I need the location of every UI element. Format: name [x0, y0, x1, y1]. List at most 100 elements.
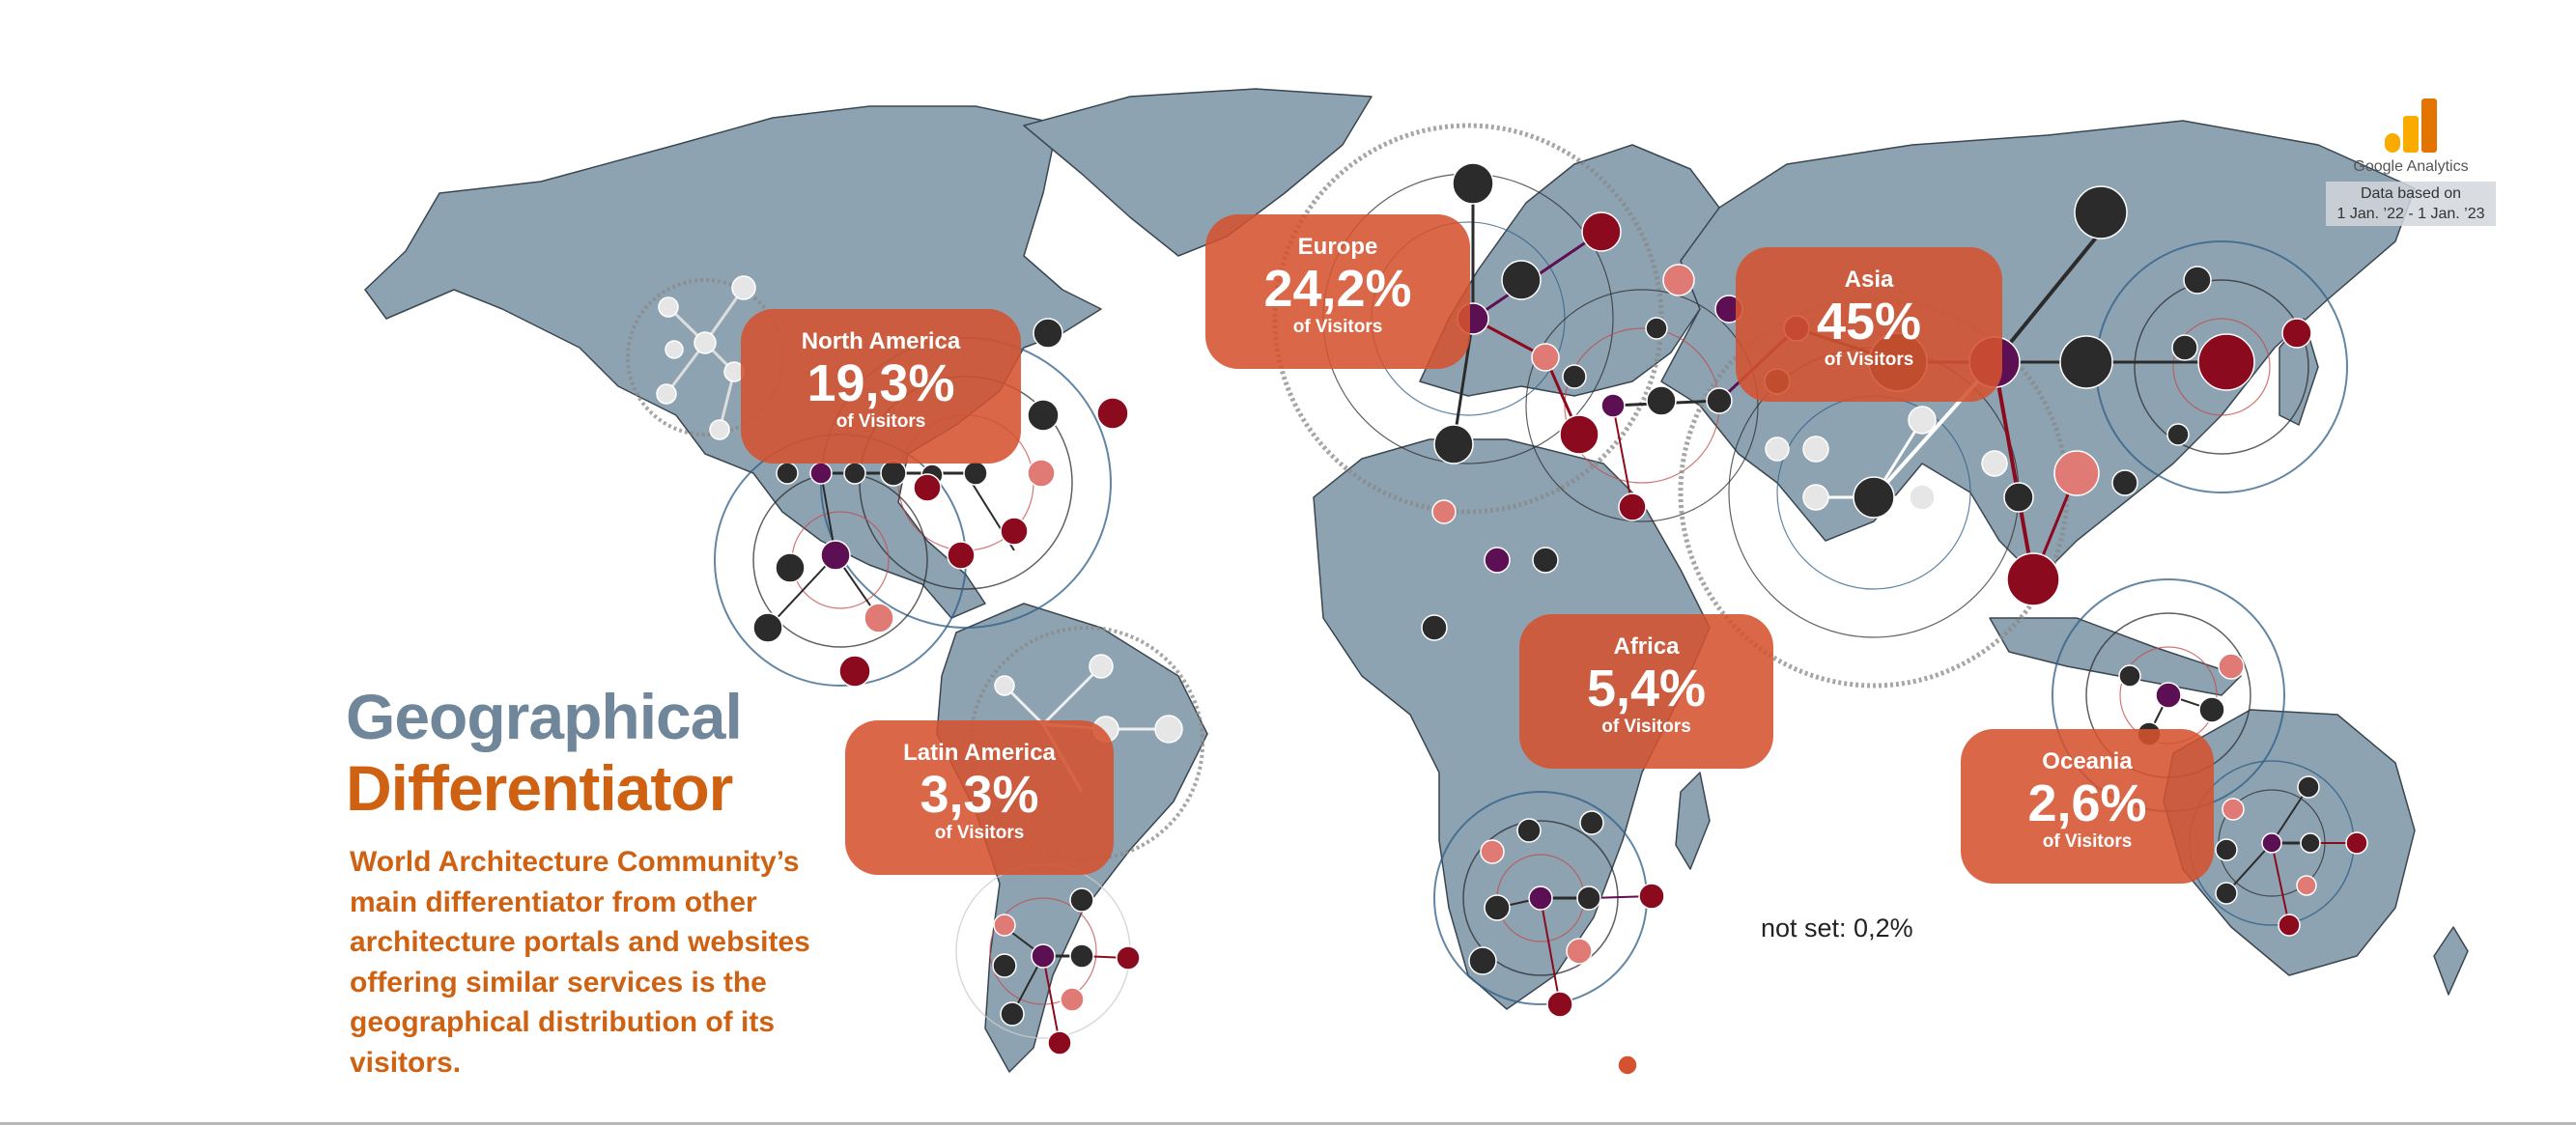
- region-percent: 3,3%: [920, 766, 1039, 824]
- madagascar-landmass: [1675, 772, 1711, 870]
- network-node: [2345, 831, 2368, 855]
- network-node: [1027, 399, 1060, 432]
- region-label: of Visitors: [835, 411, 926, 432]
- network-node: [2118, 664, 2141, 688]
- asia-landmass: [1660, 120, 2416, 580]
- region-card-africa: Africa 5,4% of Visitors: [1519, 614, 1773, 769]
- network-node: [1546, 991, 1573, 1018]
- network-node: [1618, 492, 1647, 521]
- google-analytics-logo-icon: [2385, 98, 2437, 153]
- network-node: [1802, 484, 1829, 511]
- network-node: [947, 541, 976, 570]
- network-node: [2053, 450, 2100, 496]
- network-node: [665, 340, 684, 359]
- network-node: [2166, 423, 2190, 446]
- network-link: [1042, 955, 1061, 1044]
- network-node: [1566, 938, 1593, 965]
- network-link: [767, 554, 836, 629]
- region-label: of Visitors: [934, 823, 1025, 843]
- region-card-asia: Asia 45% of Visitors: [1736, 247, 2002, 402]
- network-node: [1431, 499, 1457, 524]
- network-node: [994, 675, 1015, 696]
- network-node: [2297, 775, 2320, 799]
- network-node: [2281, 318, 2312, 349]
- network-node: [2183, 266, 2212, 295]
- network-node: [1484, 894, 1511, 921]
- network-node: [820, 540, 851, 571]
- network-node: [776, 462, 799, 485]
- network-node: [963, 461, 988, 486]
- network-node: [2111, 469, 2138, 496]
- network-node: [2215, 838, 2238, 861]
- network-node: [1516, 818, 1542, 843]
- network-node: [838, 655, 871, 688]
- network-node: [913, 473, 942, 502]
- new-zealand-islands: [2433, 926, 2469, 996]
- region-name: Oceania: [2042, 748, 2133, 774]
- network-node: [880, 460, 907, 487]
- source-note-line1: Data based on: [2360, 185, 2462, 202]
- network-node: [1060, 987, 1085, 1012]
- network-node: [709, 419, 730, 440]
- network-node: [1468, 946, 1497, 975]
- network-node: [2006, 552, 2060, 606]
- source-note: Data based on 1 Jan. ’22 - 1 Jan. ’23: [2326, 182, 2496, 226]
- network-node: [843, 462, 866, 485]
- network-node: [1047, 1030, 1072, 1055]
- network-node: [2300, 832, 2321, 854]
- network-node: [2261, 832, 2282, 854]
- network-node: [863, 603, 894, 633]
- network-node: [2197, 333, 2255, 391]
- network-node: [2198, 696, 2225, 723]
- region-percent: 2,6%: [2027, 774, 2147, 832]
- region-percent: 24,2%: [1263, 260, 1412, 318]
- network-node: [752, 612, 783, 643]
- region-label: of Visitors: [1824, 350, 1914, 370]
- region-label: of Visitors: [1601, 717, 1691, 737]
- source-note-line2: 1 Jan. ’22 - 1 Jan. ’23: [2336, 206, 2485, 222]
- network-node: [1528, 886, 1553, 911]
- description-text: World Architecture Community’s main diff…: [350, 846, 810, 1079]
- region-name: Africa: [1613, 633, 1680, 660]
- network-node: [1089, 654, 1114, 679]
- network-node: [1600, 393, 1626, 418]
- region-card-oceania: Oceania 2,6% of Visitors: [1961, 729, 2214, 884]
- region-card-north-america: North America 19,3% of Visitors: [741, 309, 1021, 464]
- network-node: [2296, 875, 2317, 896]
- network-node: [2218, 653, 2245, 680]
- network-node: [1096, 397, 1129, 430]
- network-node: [2003, 482, 2034, 513]
- network-node: [1581, 211, 1622, 252]
- network-node: [1576, 886, 1601, 911]
- network-node: [1909, 484, 1936, 511]
- network-node: [993, 914, 1016, 937]
- region-percent: 45%: [1816, 293, 1922, 351]
- network-overlay: [626, 123, 2368, 1076]
- network-node: [1033, 318, 1063, 349]
- network-node: [1579, 810, 1604, 835]
- network-node: [694, 331, 717, 354]
- network-ring: [2172, 318, 2271, 416]
- network-node: [1638, 883, 1665, 910]
- region-card-latin-america: Latin America 3,3% of Visitors: [845, 720, 1114, 875]
- network-node: [992, 953, 1017, 978]
- network-node: [2059, 335, 2113, 389]
- network-node: [1000, 1001, 1025, 1027]
- network-node: [656, 383, 677, 405]
- network-node: [658, 296, 679, 318]
- network-node: [1154, 715, 1183, 744]
- network-link: [1540, 897, 1561, 1005]
- network-node: [1501, 260, 1542, 300]
- network-node: [2155, 682, 2182, 709]
- network-node: [1000, 517, 1029, 546]
- network-node: [2074, 185, 2128, 239]
- network-node: [1765, 436, 1790, 462]
- network-node: [1802, 436, 1829, 463]
- network-node: [1027, 459, 1056, 488]
- network-ring: [989, 897, 1097, 1005]
- region-label: of Visitors: [1292, 317, 1383, 337]
- network-link: [1993, 230, 2103, 364]
- network-node: [1706, 387, 1733, 414]
- network-node: [1531, 343, 1560, 372]
